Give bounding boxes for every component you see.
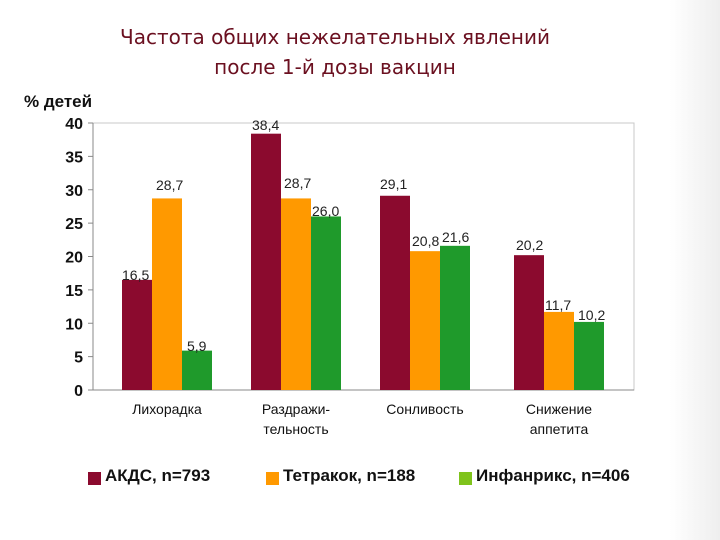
y-tick-label: 0	[74, 383, 83, 400]
x-tick-label: Лихорадка	[132, 401, 202, 417]
chart-title: Частота общих нежелательных явлений посл…	[100, 22, 570, 82]
bar-series-2-cat-2	[440, 245, 470, 390]
data-label: 11,7	[545, 297, 571, 313]
bar-series-2-cat-0	[182, 350, 212, 390]
chart-title-line-2: после 1-й дозы вакцин	[214, 55, 456, 79]
bar-series-1-cat-3	[544, 311, 574, 390]
x-tick-label: аппетита	[530, 421, 589, 437]
bar-series-1-cat-0	[152, 198, 182, 390]
y-tick-label: 20	[65, 250, 83, 267]
data-label: 29,1	[380, 176, 407, 192]
bar-series-2-cat-1	[311, 216, 341, 390]
bar-chart: 0 5 10 15 20 25 30 35 40 Лихорадка Раздражи-тельно…	[65, 116, 635, 437]
data-label: 5,9	[187, 338, 207, 354]
data-label: 21,6	[442, 229, 469, 245]
bar-series-1-cat-1	[281, 198, 311, 390]
legend-label-akds: АКДС, n=793	[105, 466, 211, 485]
legend-swatch-akds	[88, 472, 101, 485]
data-label: 10,2	[578, 307, 605, 323]
chart-title-line-1: Частота общих нежелательных явлений	[119, 25, 551, 49]
x-tick-label: Сонливость	[386, 401, 463, 417]
bar-series-0-cat-1	[251, 133, 281, 390]
data-label: 28,7	[156, 177, 183, 193]
data-label: 28,7	[284, 175, 311, 191]
data-label: 20,8	[412, 233, 439, 249]
data-label: 16,5	[122, 267, 149, 283]
bar-series-1-cat-2	[410, 251, 440, 390]
bar-series-0-cat-0	[122, 279, 152, 390]
y-tick-label: 15	[65, 283, 83, 300]
legend-swatch-tetrakok	[266, 472, 279, 485]
bar-series-2-cat-3	[574, 321, 604, 390]
y-tick-label: 25	[65, 216, 83, 233]
y-tick-label: 40	[65, 116, 83, 133]
y-tick-label: 30	[65, 183, 83, 200]
y-axis-label: % детей	[24, 92, 93, 111]
bar-series-0-cat-3	[514, 255, 544, 390]
bar-series-0-cat-2	[380, 195, 410, 390]
y-tick-label: 35	[65, 149, 83, 166]
y-tick-label: 5	[74, 350, 83, 367]
legend-swatch-infanrix	[459, 472, 472, 485]
data-label: 26,0	[312, 203, 339, 219]
y-tick-label: 10	[65, 316, 83, 333]
data-label: 20,2	[516, 237, 543, 253]
legend-label-infanrix: Инфанрикс, n=406	[476, 466, 630, 485]
legend-label-tetrakok: Тетракок, n=188	[283, 466, 416, 485]
x-tick-label: Раздражи-	[262, 401, 331, 417]
data-label: 38,4	[252, 117, 279, 133]
x-tick-label: тельность	[263, 421, 328, 437]
chart-legend: АКДС, n=793 Тетракок, n=188 Инфанрикс, n…	[0, 466, 720, 496]
x-tick-label: Снижение	[526, 401, 592, 417]
